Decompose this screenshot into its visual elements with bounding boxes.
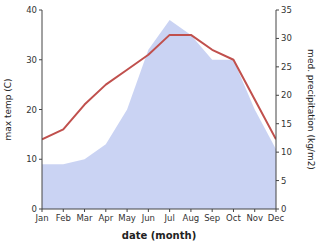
- x-tick-label: Nov: [246, 213, 263, 223]
- y2-tick-label: 0: [281, 204, 286, 214]
- y2-tick: [276, 123, 279, 124]
- y-tick: [39, 209, 42, 210]
- y2-tick-label: 30: [281, 33, 292, 43]
- y-tick-label: 20: [26, 105, 37, 115]
- x-tick: [84, 209, 85, 212]
- x-tick-label: Apr: [98, 213, 113, 223]
- y-axis-label: max temp (C): [3, 78, 13, 140]
- area: [42, 20, 276, 209]
- y-tick: [39, 59, 42, 60]
- y2-tick: [276, 180, 279, 181]
- line: [42, 35, 276, 139]
- y2-tick: [276, 66, 279, 67]
- x-tick-label: Oct: [226, 213, 241, 223]
- y-tick-label: 10: [26, 154, 37, 164]
- y2-tick-label: 15: [281, 119, 292, 129]
- y-tick-label: 40: [26, 5, 37, 15]
- y-tick-label: 30: [26, 55, 37, 65]
- chart: JanFebMarAprMayJunJulAugSepOctNovDec0102…: [0, 0, 318, 247]
- y2-tick: [276, 95, 279, 96]
- y-tick: [39, 10, 42, 11]
- x-tick-label: Jul: [164, 213, 175, 223]
- x-tick: [105, 209, 106, 212]
- x-tick: [169, 209, 170, 212]
- y2-tick-label: 5: [281, 176, 286, 186]
- x-tick-label: Feb: [56, 213, 71, 223]
- x-axis-line: [42, 209, 276, 210]
- x-tick: [190, 209, 191, 212]
- y2-tick-label: 25: [281, 62, 292, 72]
- y2-axis-label: med. precipitation (kg/m2): [306, 49, 316, 170]
- y2-tick-label: 10: [281, 147, 292, 157]
- x-tick-label: Dec: [268, 213, 285, 223]
- x-tick: [233, 209, 234, 212]
- x-tick: [254, 209, 255, 212]
- y2-tick-label: 20: [281, 90, 292, 100]
- x-tick-label: Jun: [141, 213, 155, 223]
- x-tick-label: Sep: [204, 213, 220, 223]
- x-tick-label: May: [118, 213, 136, 223]
- plot-marks: [42, 20, 276, 209]
- y2-axis-line: [276, 10, 277, 209]
- x-tick: [148, 209, 149, 212]
- x-tick-label: Jan: [34, 213, 48, 223]
- x-tick-label: Aug: [183, 213, 200, 223]
- y2-tick: [276, 209, 279, 210]
- y2-tick: [276, 10, 279, 11]
- x-axis-label: date (month): [122, 230, 196, 241]
- y2-tick-label: 35: [281, 5, 292, 15]
- y-tick-label: 0: [32, 204, 37, 214]
- y2-tick: [276, 152, 279, 153]
- chart-container: JanFebMarAprMayJunJulAugSepOctNovDec0102…: [0, 0, 318, 247]
- y-tick: [39, 159, 42, 160]
- y-tick: [39, 109, 42, 110]
- x-tick: [63, 209, 64, 212]
- x-tick-label: Mar: [77, 213, 94, 223]
- x-tick: [127, 209, 128, 212]
- y2-tick: [276, 38, 279, 39]
- x-tick: [212, 209, 213, 212]
